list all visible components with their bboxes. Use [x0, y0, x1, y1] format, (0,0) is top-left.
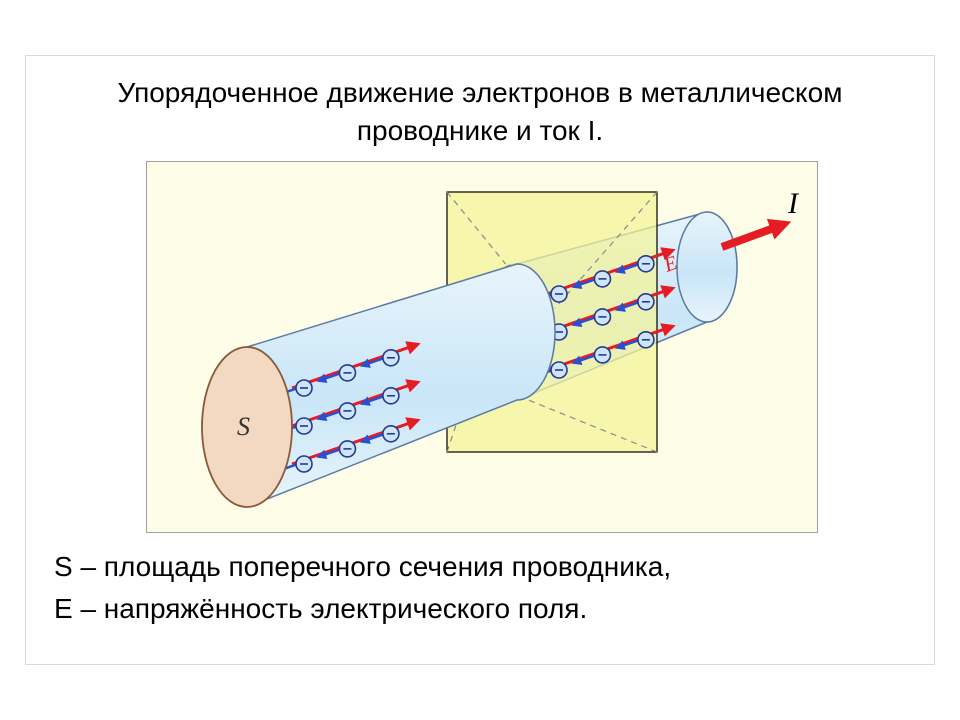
svg-text:I: I: [787, 187, 800, 220]
slide-title: Упорядоченное движение электронов в мета…: [26, 74, 934, 150]
diagram-frame: ESEI: [146, 161, 818, 533]
slide-container: Упорядоченное движение электронов в мета…: [25, 55, 935, 665]
legend: S – площадь поперечного сечения проводни…: [54, 546, 671, 630]
conductor-diagram: ESEI: [147, 162, 817, 532]
title-line-2: проводнике и ток I.: [357, 115, 603, 146]
legend-item-e: E – напряжённость электрического поля.: [54, 588, 671, 630]
svg-text:S: S: [237, 412, 250, 441]
legend-item-s: S – площадь поперечного сечения проводни…: [54, 546, 671, 588]
title-line-1: Упорядоченное движение электронов в мета…: [118, 77, 843, 108]
